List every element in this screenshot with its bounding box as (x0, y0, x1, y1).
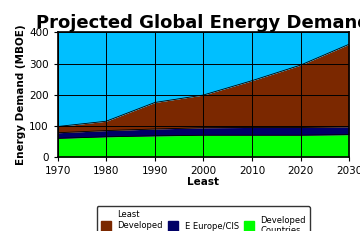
Legend: Least
Developed
Countries, E Europe/CIS, Developed
Countries: Least Developed Countries, E Europe/CIS,… (97, 206, 310, 231)
X-axis label: Least: Least (188, 177, 219, 188)
Y-axis label: Energy Demand (MBOE): Energy Demand (MBOE) (16, 24, 26, 165)
Title: Projected Global Energy Demand: Projected Global Energy Demand (36, 14, 360, 32)
